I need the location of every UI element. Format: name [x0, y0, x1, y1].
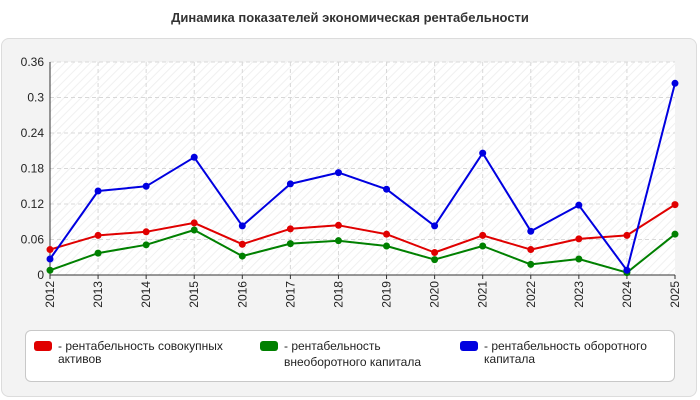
- x-tick-label: 2017: [283, 281, 297, 308]
- data-point: [479, 149, 487, 157]
- y-tick-label: 0.12: [21, 197, 45, 211]
- data-point: [190, 219, 198, 227]
- data-point: [286, 180, 294, 188]
- data-point: [46, 246, 54, 254]
- data-point: [431, 256, 439, 264]
- data-point: [334, 169, 342, 177]
- y-tick-label: 0: [37, 268, 44, 282]
- y-tick-label: 0.06: [21, 233, 45, 247]
- data-point: [46, 266, 54, 274]
- legend-label: активов: [58, 352, 102, 366]
- data-point: [479, 231, 487, 239]
- data-point: [142, 182, 150, 190]
- data-point: [334, 237, 342, 245]
- x-tick-label: 2019: [380, 281, 394, 308]
- y-tick-label: 0.3: [27, 91, 44, 105]
- series-line-2: [49, 83, 676, 272]
- data-point: [383, 230, 391, 238]
- chart-title: Динамика показателей экономическая рента…: [171, 10, 529, 25]
- y-tick-label: 0.18: [21, 162, 45, 176]
- x-tick-label: 2014: [139, 281, 153, 308]
- y-tick-labels: 0 0.06 0.12 0.18 0.24 0.3 0.36: [21, 55, 45, 282]
- x-tick-label: 2015: [187, 281, 201, 308]
- x-tick-label: 2016: [235, 281, 249, 308]
- data-point: [46, 255, 54, 263]
- data-point: [671, 79, 679, 87]
- data-point: [671, 201, 679, 209]
- data-point: [383, 185, 391, 193]
- data-point: [238, 240, 246, 248]
- data-point: [671, 230, 679, 238]
- x-tick-labels: 2012 2013 2014 2015 2016 2017 2018 2019 2020 2021…: [43, 275, 682, 308]
- legend-item-working-capital[interactable]: - рентабельность оборотного капитала: [460, 339, 647, 366]
- legend-swatch-green: [260, 341, 278, 351]
- legend-item-assets[interactable]: - рентабельность совокупных активов: [34, 339, 223, 366]
- data-point: [527, 246, 535, 254]
- data-point: [94, 231, 102, 239]
- series-line-0: [49, 203, 676, 254]
- x-tick-label: 2018: [331, 281, 345, 308]
- x-tick-label: 2012: [43, 281, 57, 308]
- legend-label: внеоборотного капитала: [284, 355, 421, 369]
- series-lines: [46, 79, 679, 277]
- x-tick-label: 2020: [428, 281, 442, 308]
- x-tick-label: 2022: [524, 281, 538, 308]
- data-point: [575, 201, 583, 209]
- data-point: [479, 242, 487, 250]
- y-tick-label: 0.24: [21, 126, 45, 140]
- data-point: [238, 222, 246, 230]
- data-point: [142, 228, 150, 236]
- data-point: [575, 255, 583, 263]
- data-point: [431, 249, 439, 257]
- y-tick-label: 0.36: [21, 55, 45, 69]
- legend-label: - рентабельность оборотного: [484, 339, 647, 353]
- data-point: [94, 249, 102, 257]
- data-point: [623, 231, 631, 239]
- series-line-1: [49, 229, 676, 274]
- x-tick-label: 2013: [91, 281, 105, 308]
- data-point: [286, 225, 294, 233]
- legend: - рентабельность совокупных активов - ре…: [25, 330, 675, 382]
- legend-label: - рентабельность совокупных: [58, 339, 223, 353]
- data-point: [334, 221, 342, 229]
- legend-item-fixed-capital[interactable]: - рентабельность внеоборотного капитала: [260, 339, 421, 369]
- legend-label: капитала: [484, 352, 536, 366]
- data-point: [190, 226, 198, 234]
- legend-label: - рентабельность: [284, 339, 381, 353]
- data-point: [527, 227, 535, 235]
- data-point: [383, 242, 391, 250]
- data-point: [623, 266, 631, 274]
- legend-swatch-red: [34, 341, 52, 351]
- data-point: [527, 260, 535, 268]
- data-point: [142, 241, 150, 249]
- data-point: [238, 252, 246, 260]
- data-point: [431, 222, 439, 230]
- x-tick-label: 2024: [620, 281, 634, 308]
- data-point: [94, 187, 102, 195]
- data-point: [286, 240, 294, 248]
- x-tick-label: 2021: [476, 281, 490, 308]
- x-tick-label: 2025: [668, 281, 682, 308]
- x-tick-label: 2023: [572, 281, 586, 308]
- data-point: [575, 235, 583, 243]
- legend-swatch-blue: [460, 341, 478, 351]
- data-point: [190, 153, 198, 161]
